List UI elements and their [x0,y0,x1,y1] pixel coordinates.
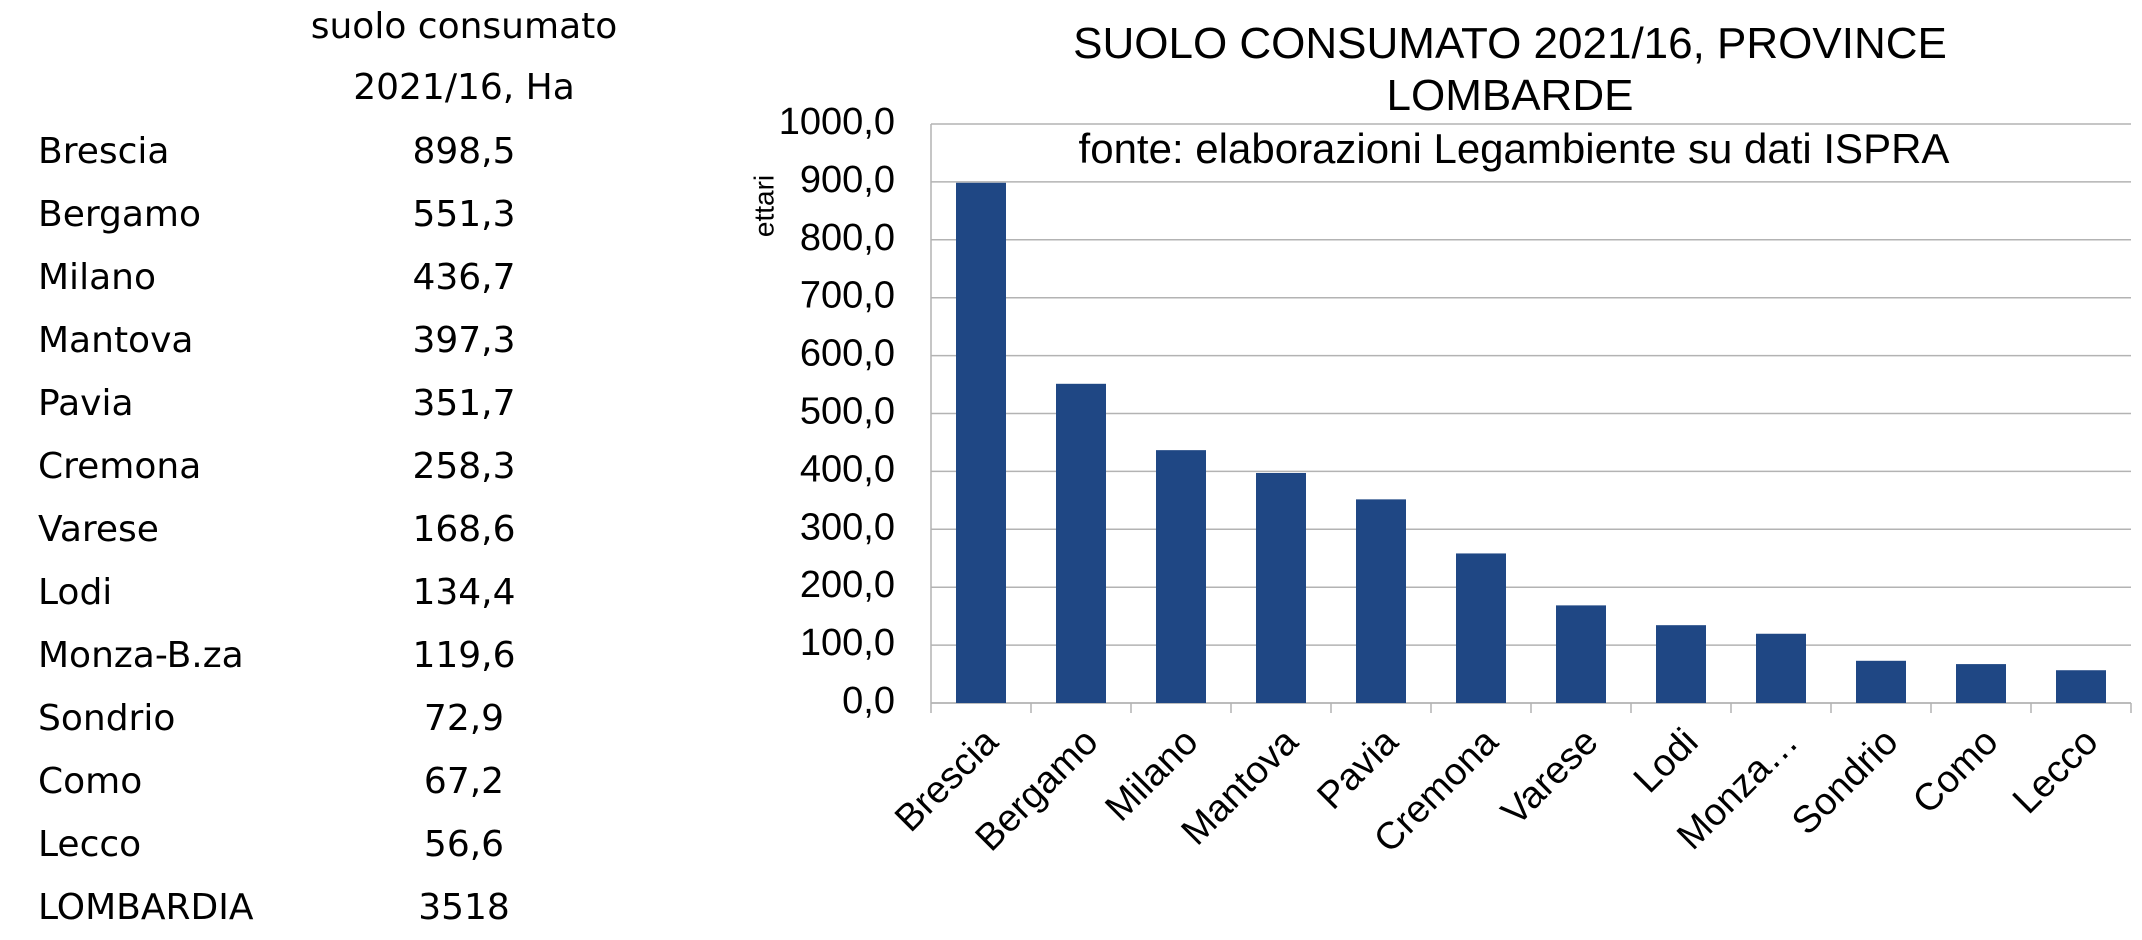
bar [1756,633,1806,703]
row-value: 72,9 [423,698,505,739]
bar [1356,499,1406,703]
bar [1656,625,1706,703]
row-label: LOMBARDIA [38,887,254,928]
bar [1256,472,1306,703]
y-tick-label: 600,0 [800,333,895,375]
row-value: 119,6 [412,635,516,676]
y-tick-label: 500,0 [800,391,895,433]
bar [1456,553,1506,703]
row-label: Lodi [38,572,113,613]
row-value: 898,5 [412,131,516,172]
row-label: Cremona [38,446,202,487]
row-value: 67,2 [423,761,505,802]
y-tick-label: 800,0 [800,217,895,259]
row-value: 258,3 [412,446,516,487]
bar [1156,450,1206,703]
x-tick-label: Varese [1494,721,1607,834]
bar [1556,605,1606,703]
x-tick-label: Como [1905,721,2006,822]
row-label: Lecco [38,824,142,865]
row-value: 436,7 [412,257,516,298]
row-value: 168,6 [412,509,516,550]
y-tick-label: 0,0 [842,680,895,722]
y-tick-label: 700,0 [800,275,895,317]
y-axis-label: ettari [748,175,779,237]
row-label: Pavia [38,383,134,424]
bar [1856,660,1906,703]
bar [1956,664,2006,703]
row-value: 56,6 [423,824,505,865]
y-tick-label: 400,0 [800,448,895,490]
table-header: suolo consumato [310,6,618,47]
x-tick-label: Lodi [1626,721,1706,801]
y-tick-label: 900,0 [800,159,895,201]
y-tick-label: 200,0 [800,564,895,606]
row-value: 3518 [418,887,510,928]
y-tick-label: 1000,0 [779,101,895,143]
x-tick-label: Pavia [1310,720,1408,818]
row-label: Milano [38,257,156,298]
row-label: Mantova [38,320,194,361]
chart-subtitle: fonte: elaborazioni Legambiente su dati … [1079,125,1950,172]
row-value: 397,3 [412,320,516,361]
x-tick-label: Sondrio [1784,721,1906,843]
y-tick-label: 300,0 [800,506,895,548]
x-tick-label: Lecco [2005,721,2106,822]
row-value: 134,4 [412,572,516,613]
row-value: 551,3 [412,194,516,235]
row-label: Sondrio [38,698,176,739]
row-label: Varese [38,509,159,550]
bar [956,182,1006,703]
bar [2056,670,2106,703]
row-label: Bergamo [38,194,202,235]
row-label: Brescia [38,131,170,172]
y-tick-label: 100,0 [800,622,895,664]
table-header: 2021/16, Ha [353,67,575,108]
row-label: Como [38,761,143,802]
row-label: Monza-B.za [38,635,244,676]
bar [1056,383,1106,703]
chart-title: SUOLO CONSUMATO 2021/16, PROVINCE LOMBAR… [1073,19,1947,120]
row-value: 351,7 [412,383,516,424]
